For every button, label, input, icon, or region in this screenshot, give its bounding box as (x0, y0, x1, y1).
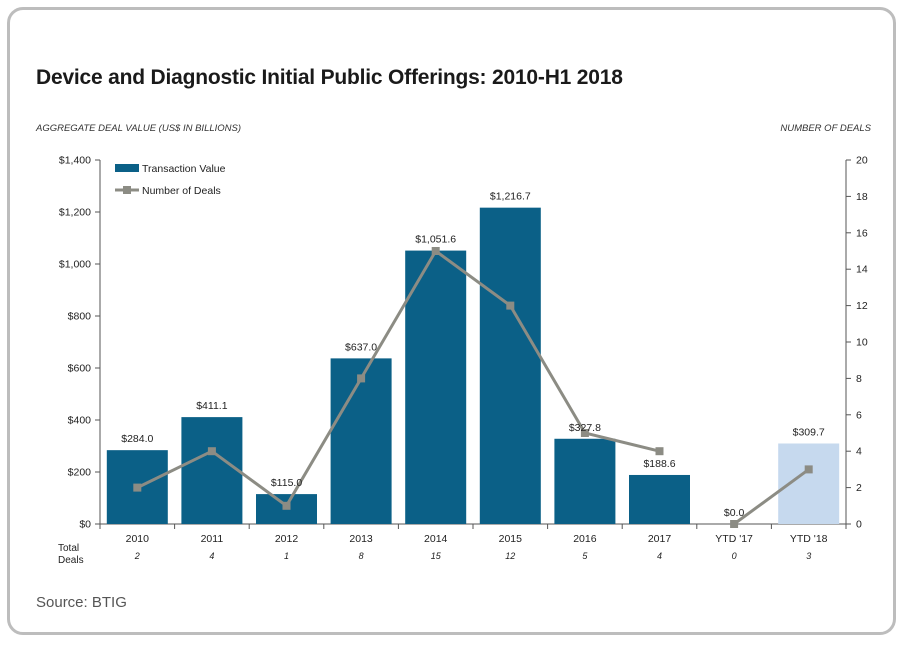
left-tick-label: $800 (68, 311, 92, 323)
left-tick-label: $1,200 (59, 207, 91, 219)
category-label: YTD '18 (790, 533, 828, 545)
deals-line (133, 247, 813, 528)
right-tick-label: 14 (856, 264, 868, 276)
left-tick-label: $1,000 (59, 259, 91, 271)
deals-marker (730, 520, 739, 528)
right-tick-label: 10 (856, 337, 868, 349)
deals-marker (580, 429, 589, 437)
deal-count-label: 15 (431, 551, 442, 561)
bar-value-label: $637.0 (345, 341, 377, 353)
bar (554, 438, 616, 524)
left-tick-label: $200 (68, 467, 92, 479)
category-label: 2014 (424, 533, 448, 545)
right-tick-label: 8 (856, 373, 862, 385)
bar-value-label: $1,051.6 (415, 234, 456, 246)
category-label: 2013 (349, 533, 373, 545)
labels: $284.0 $411.1 $115.0 $637.0 $1,051.6 $1,216.7… (58, 191, 828, 566)
right-tick-label: 2 (856, 482, 862, 494)
left-tick-label: $600 (68, 363, 92, 375)
deals-marker (207, 447, 216, 456)
category-label: 2010 (126, 533, 150, 545)
bar-value-label: $188.6 (643, 458, 675, 470)
legend-line-label: Number of Deals (142, 185, 221, 197)
deal-count-label: 4 (209, 551, 214, 561)
left-tick-label: $0 (79, 519, 91, 531)
deal-count-label: 0 (732, 551, 737, 561)
deals-marker (804, 465, 813, 474)
deal-count-label: 3 (806, 551, 811, 561)
bar-value-label: $327.8 (569, 422, 601, 434)
bar-value-label: $115.0 (271, 477, 302, 489)
deal-count-label: 1 (284, 551, 289, 561)
right-tick-label: 20 (856, 155, 868, 167)
deals-row-label-line2: Deals (58, 555, 84, 566)
category-label: 2016 (573, 533, 597, 545)
deal-count-label: 5 (582, 551, 588, 561)
bar-value-label: $0.0 (724, 507, 745, 519)
bars (106, 207, 840, 525)
right-tick-label: 6 (856, 409, 862, 421)
left-tick-label: $400 (68, 415, 92, 427)
deals-marker (133, 483, 142, 492)
deals-marker (431, 247, 440, 255)
right-tick-label: 0 (856, 519, 862, 531)
bar-value-label: $1,216.7 (490, 191, 531, 203)
legend-line-marker (123, 186, 131, 194)
deals-marker (655, 447, 664, 456)
right-tick-label: 12 (856, 300, 868, 312)
deal-count-label: 2 (134, 551, 140, 561)
bar (405, 250, 467, 525)
bar (629, 474, 690, 524)
legend: Transaction Value Number of Deals (115, 163, 226, 197)
source-note: Source: BTIG (36, 594, 127, 611)
right-axis-caption: NUMBER OF DEALS (780, 123, 871, 134)
right-tick-label: 18 (856, 191, 868, 203)
bar-value-label: $284.0 (121, 433, 153, 445)
bar-value-label: $309.7 (793, 426, 825, 438)
right-tick-label: 4 (856, 446, 862, 458)
deal-count-label: 8 (359, 551, 364, 561)
deal-count-label: 12 (505, 551, 515, 561)
deals-line-segment (733, 468, 810, 526)
category-label: YTD '17 (715, 533, 753, 545)
deals-marker (506, 301, 515, 310)
category-label: 2017 (648, 533, 672, 545)
left-axis-caption: AGGREGATE DEAL VALUE (US$ IN BILLIONS) (36, 123, 242, 134)
category-label: 2015 (499, 533, 523, 545)
deals-row-label-line1: Total (58, 543, 79, 554)
legend-bar-label: Transaction Value (142, 163, 226, 175)
category-label: 2011 (201, 533, 224, 545)
left-tick-label: $1,400 (59, 155, 91, 167)
chart-title: Device and Diagnostic Initial Public Off… (36, 66, 623, 89)
bar (479, 207, 541, 524)
bar (330, 358, 392, 524)
bar-value-label: $411.1 (196, 400, 227, 412)
deals-marker (357, 374, 366, 383)
right-tick-label: 16 (856, 227, 868, 239)
category-label: 2012 (275, 533, 299, 545)
bar (181, 417, 243, 524)
deals-line-segment (136, 248, 660, 508)
deals-marker (282, 501, 291, 510)
axes: $0 $200 $400 $600 $800 $1,000 $1,200 $1,400 0 2 4 6… (59, 155, 868, 531)
legend-bar-swatch (115, 164, 139, 172)
deal-count-label: 4 (657, 551, 662, 561)
